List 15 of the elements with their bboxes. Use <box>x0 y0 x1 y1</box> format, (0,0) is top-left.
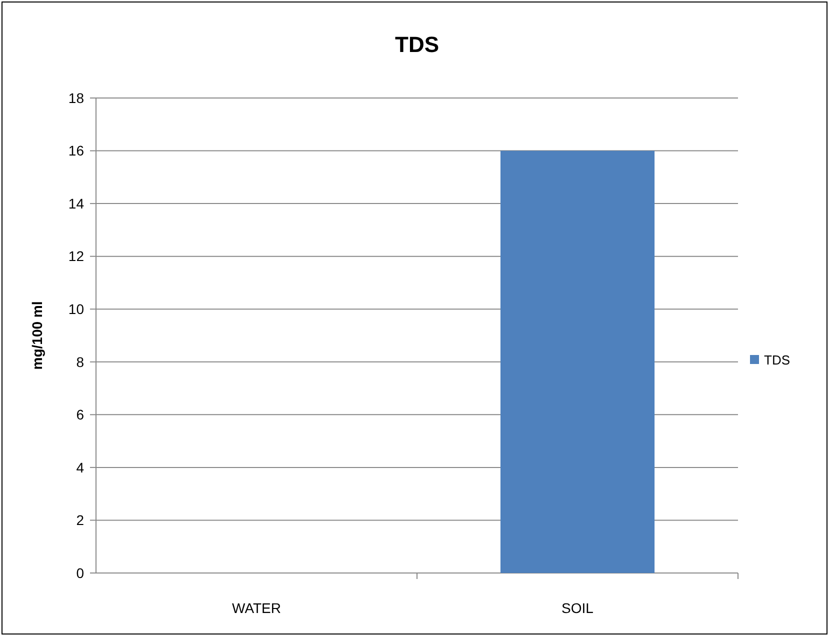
x-tick-label: SOIL <box>562 600 594 616</box>
y-tick-label: 14 <box>68 195 84 212</box>
legend-label: TDS <box>764 352 790 368</box>
y-tick-label: 16 <box>68 142 84 159</box>
y-tick-label: 4 <box>76 459 84 476</box>
y-tick-label: 6 <box>76 406 84 423</box>
y-tick-label: 2 <box>76 512 84 528</box>
y-tick-label: 0 <box>76 564 84 581</box>
x-tick-label: WATER <box>232 600 281 616</box>
y-tick-label: 10 <box>68 301 84 318</box>
y-axis-title: mg/100 ml <box>29 301 45 370</box>
y-tick-label: 8 <box>76 354 84 370</box>
chart-title: TDS <box>395 32 439 57</box>
y-tick-label: 18 <box>68 90 84 106</box>
y-tick-label: 12 <box>68 248 84 264</box>
